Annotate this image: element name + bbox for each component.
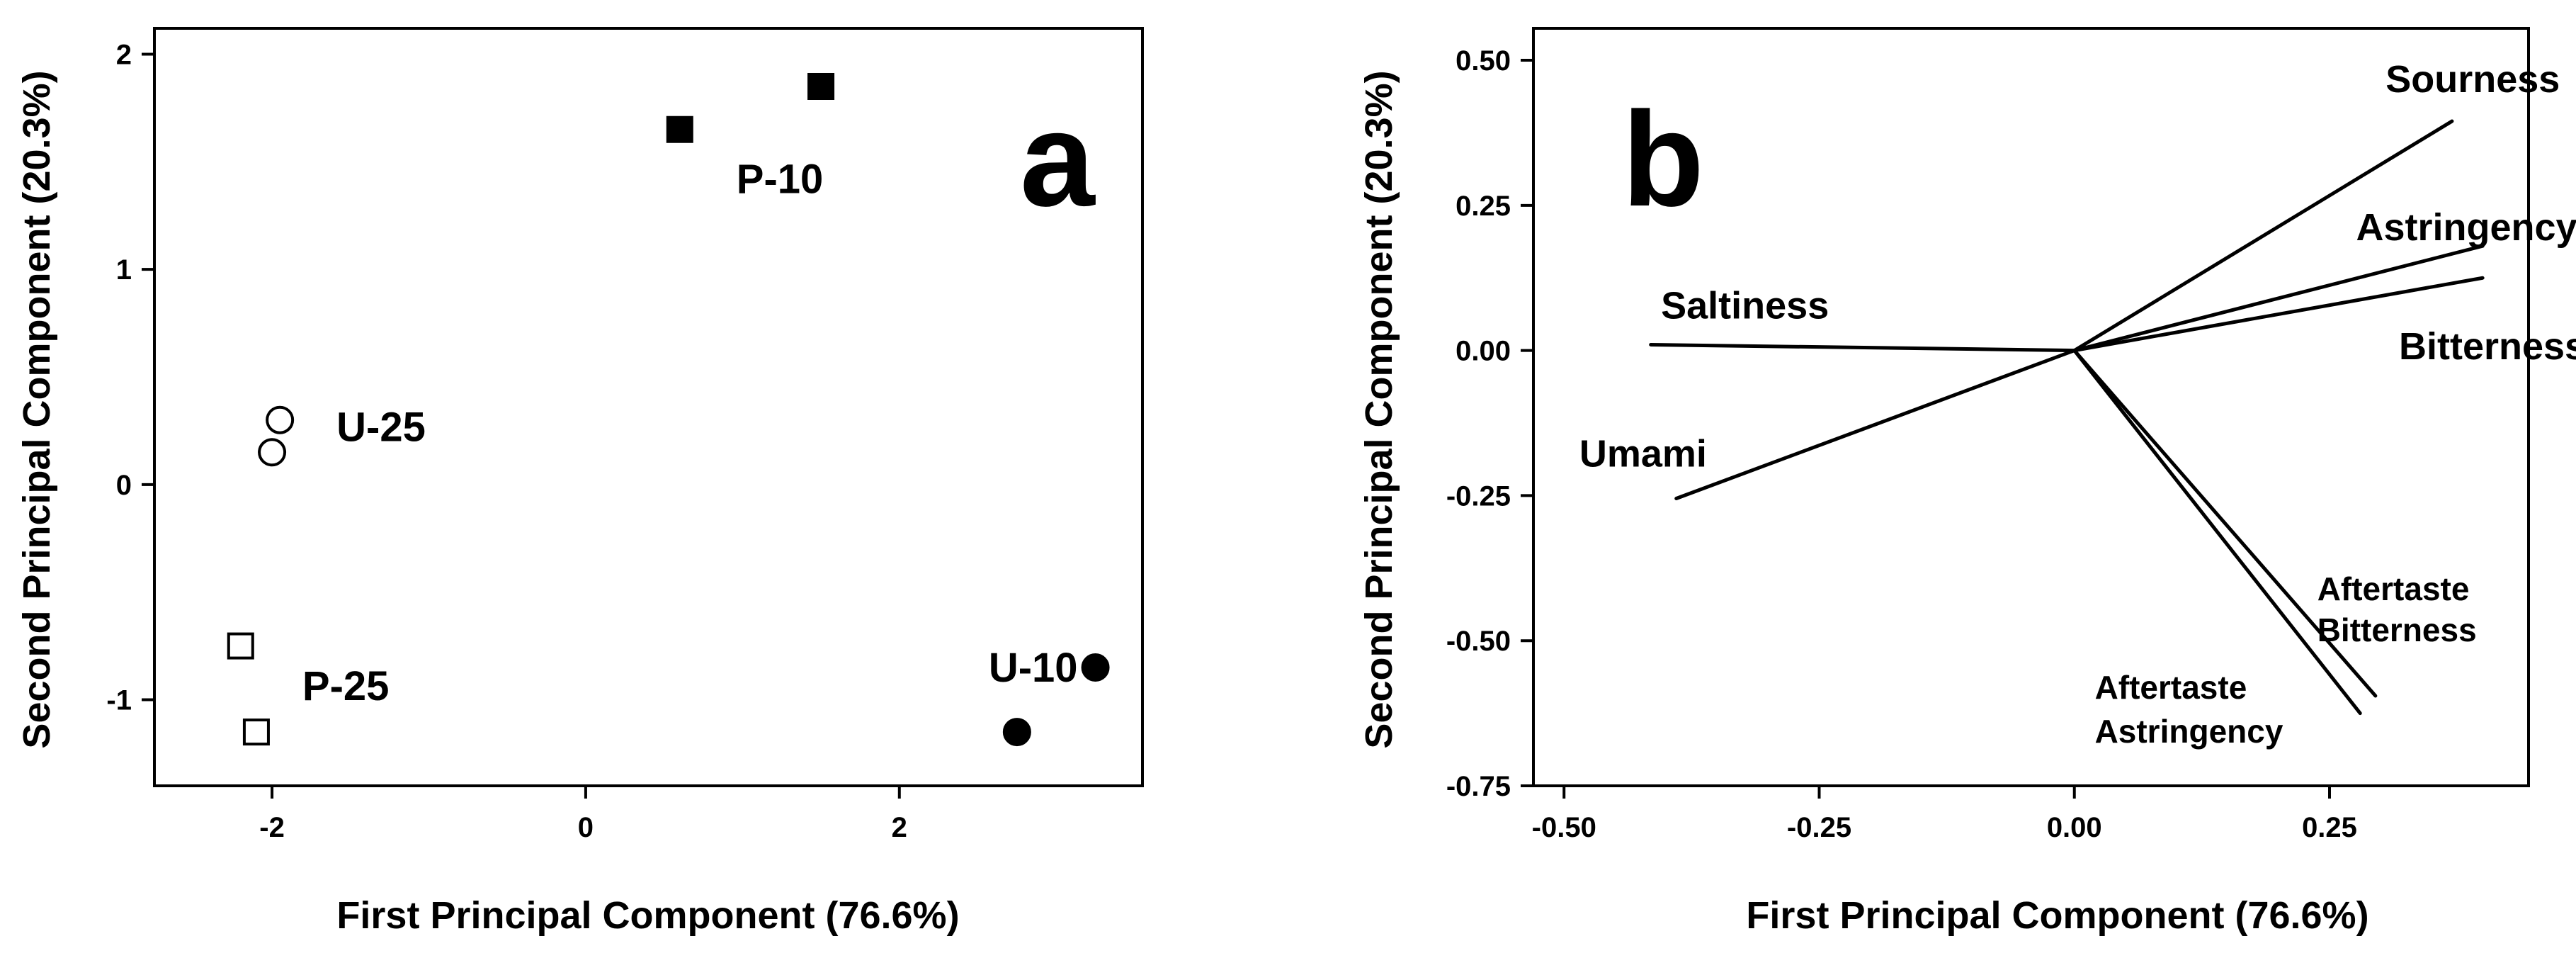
panel-b: -0.50 -0.25 0.00 0.25 0.50 0.25 0.00 -0.25 -0.50… [1358, 27, 2576, 937]
panel-a-letter: a [1020, 84, 1096, 235]
panel-a-x-tick-label: -2 [259, 812, 285, 843]
vector-aftertaste-astringency [2072, 349, 2362, 716]
vector-astringency [2072, 244, 2485, 353]
vector-label-aftertaste-bitterness: Aftertaste Bitterness [2317, 570, 2477, 648]
vector-label-umami: Umami [1579, 432, 1707, 475]
panel-b-x-axis-title: First Principal Component (76.6%) [1746, 894, 2368, 937]
panel-a-x-tick-label: 0 [578, 812, 594, 843]
vector-label-sourness: Sourness [2385, 58, 2560, 101]
panel-b-y-axis-title: Second Principal Component (20.3%) [1358, 70, 1400, 748]
panel-b-y-tick-label: -0.75 [1446, 771, 1511, 802]
panel-a-y-tick-label: 2 [116, 39, 132, 70]
vector-umami [1674, 349, 2077, 501]
point-p-10 [666, 115, 693, 143]
point-p-25 [242, 718, 270, 746]
vector-label-astringency: Astringency [2356, 206, 2576, 249]
panel-b-y-tick-label: -0.25 [1446, 480, 1511, 512]
point-u-10 [1002, 718, 1031, 747]
panel-b-x-tick-label: -0.50 [1532, 812, 1596, 843]
series-label-u-25: U-25 [336, 405, 426, 451]
panel-b-y-tick-label: 0.00 [1456, 336, 1511, 367]
panel-a-plot-frame [153, 27, 1144, 787]
series-label-p-10: P-10 [737, 157, 824, 203]
vector-label-aftertaste-astringency: Aftertaste Astringency [2095, 669, 2283, 750]
panel-a-x-tick-label: 2 [892, 812, 907, 843]
panel-b-y-tick-label: 0.25 [1456, 191, 1511, 222]
vector-bitterness [2072, 276, 2485, 353]
panel-b-x-tick-label: 0.00 [2047, 812, 2102, 843]
panel-b-y-tick-label: -0.50 [1446, 626, 1511, 657]
panel-a-y-tick-label: 1 [116, 254, 132, 286]
point-p-10 [807, 72, 835, 100]
panel-a-x-axis-title: First Principal Component (76.6%) [336, 894, 959, 937]
point-p-25 [227, 632, 254, 660]
point-u-25 [258, 438, 287, 467]
vector-saltiness [1649, 342, 2077, 353]
vector-label-bitterness: Bitterness [2399, 325, 2576, 368]
panel-b-x-tick-label: -0.25 [1787, 812, 1851, 843]
point-u-10 [1081, 653, 1110, 682]
panel-b-plot-frame [1532, 27, 2530, 787]
panel-b-y-tick-label: 0.50 [1456, 45, 1511, 77]
panel-a-y-axis-title: Second Principal Component (20.3%) [16, 70, 58, 748]
panel-a: -2 0 2 -1 0 1 2 P-10 U-25 P-25 U-10 a First Princ… [16, 27, 1144, 937]
vector-aftertaste-bitterness [2072, 349, 2378, 698]
series-label-p-25: P-25 [302, 663, 390, 709]
panel-b-letter: b [1622, 84, 1704, 235]
point-u-25 [266, 405, 295, 434]
panel-a-y-tick-label: 0 [116, 470, 132, 501]
panel-a-y-tick-label: -1 [106, 685, 132, 716]
panel-b-x-tick-label: 0.25 [2302, 812, 2357, 843]
vector-label-saltiness: Saltiness [1661, 285, 1829, 327]
vector-sourness [2072, 119, 2454, 353]
series-label-u-10: U-10 [989, 645, 1078, 691]
